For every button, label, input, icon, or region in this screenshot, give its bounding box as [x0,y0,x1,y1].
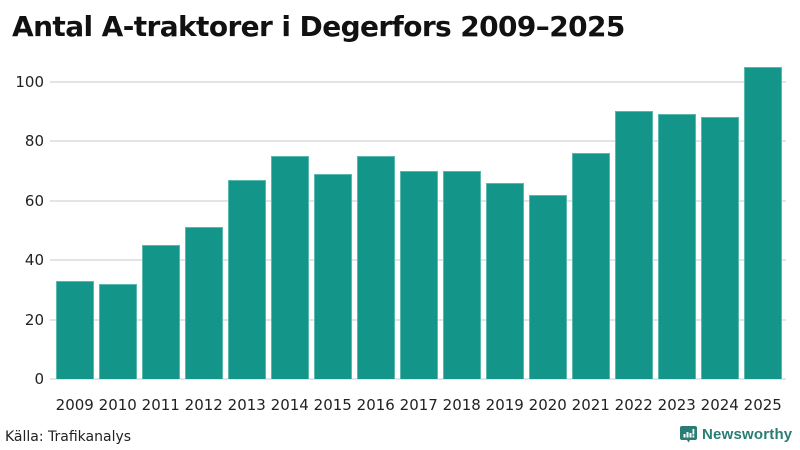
source-note: Källa: Trafikanalys [5,429,132,445]
brand-name: Newsworthy [702,426,793,443]
bar-2025 [743,66,782,379]
bar-2009 [55,280,94,379]
y-axis-tick-label: 100 [15,72,44,91]
bar-2010 [98,283,137,379]
bar-2020 [528,194,567,379]
bar-2015 [313,173,352,379]
brand: Newsworthy [680,426,792,443]
x-axis-tick-label: 2012 [184,396,223,414]
bar-2023 [657,114,696,379]
x-axis-tick-label: 2018 [442,396,481,414]
x-axis-tick-label: 2022 [614,396,653,414]
x-axis-tick-label: 2014 [270,396,309,414]
bar-2014 [270,155,309,379]
x-axis-tick-label: 2011 [141,396,180,414]
chart-title: Antal A-traktorer i Degerfors 2009–2025 [12,10,625,43]
x-axis-tick-label: 2025 [743,396,782,414]
x-axis-tick-label: 2016 [356,396,395,414]
x-axis-tick-label: 2021 [571,396,610,414]
y-axis-tick-label: 0 [34,370,44,388]
y-axis-tick-label: 20 [24,310,44,329]
bar-2019 [485,182,524,379]
bar-2016 [356,155,395,379]
x-axis-tick-label: 2017 [399,396,438,414]
bar-2021 [571,152,610,379]
x-axis-tick-label: 2013 [227,396,266,414]
x-axis-tick-label: 2015 [313,396,352,414]
x-axis-tick-label: 2024 [700,396,739,414]
x-axis-tick-label: 2009 [55,396,94,414]
bar-2013 [227,179,266,379]
bar-2011 [141,245,180,379]
bar-2018 [442,170,481,379]
bar-2024 [700,117,739,379]
bar-2017 [399,170,438,379]
y-axis-tick-label: 80 [24,132,44,150]
gridline [50,378,786,380]
x-axis-tick-label: 2010 [98,396,137,414]
x-axis-tick-label: 2023 [657,396,696,414]
x-axis-tick-label: 2019 [485,396,524,414]
newsworthy-logo-icon [680,426,697,443]
bar-2012 [184,227,223,379]
gridline [50,140,786,142]
y-axis-tick-label: 40 [24,251,44,269]
y-axis-tick-label: 60 [24,191,44,210]
bar-2022 [614,111,653,379]
x-axis-tick-label: 2020 [528,396,567,414]
gridline [50,80,786,83]
